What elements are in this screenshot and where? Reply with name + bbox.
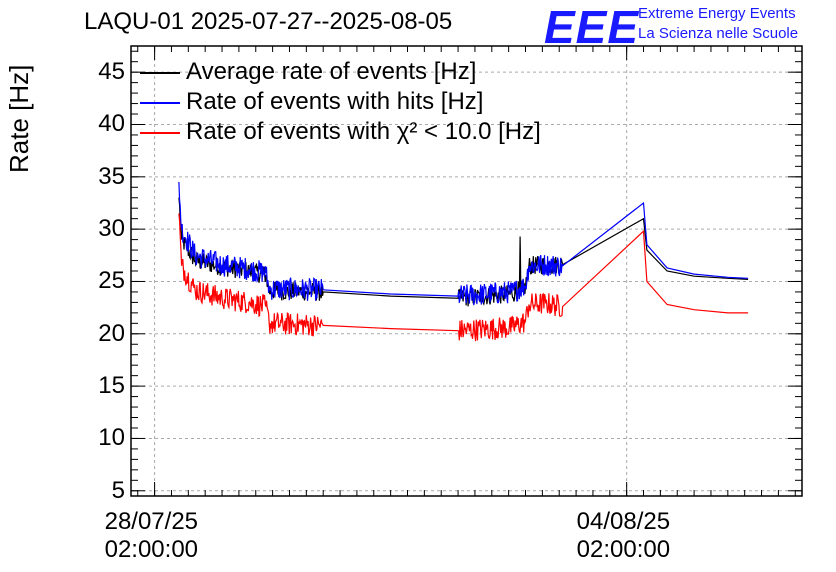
legend-label-chi2: Rate of events with χ² < 10.0 [Hz] bbox=[186, 118, 541, 145]
logo-line-1: Extreme Energy Events bbox=[638, 5, 796, 22]
chart-title: LAQU-01 2025-07-27--2025-08-05 bbox=[84, 8, 453, 35]
legend-label-hits: Rate of events with hits [Hz] bbox=[186, 88, 484, 115]
y-tick-label: 40 bbox=[98, 110, 125, 138]
legend-swatch-chi2 bbox=[140, 132, 180, 134]
logo-line-2: La Scienza nelle Scuole bbox=[638, 25, 799, 42]
y-tick-label: 35 bbox=[98, 162, 125, 190]
x-tick-label-date: 04/08/25 bbox=[576, 508, 671, 535]
y-tick-label: 5 bbox=[111, 476, 125, 504]
x-tick-label-time: 02:00:00 bbox=[576, 536, 671, 563]
y-tick-label: 20 bbox=[98, 319, 125, 347]
legend-swatch-average bbox=[140, 72, 180, 74]
x-tick-label-date: 28/07/25 bbox=[104, 508, 199, 535]
y-tick-label: 10 bbox=[98, 424, 125, 452]
y-tick-label: 25 bbox=[98, 267, 125, 295]
y-tick-label: 15 bbox=[98, 372, 125, 400]
eee-logo-mark: EEE bbox=[544, 1, 640, 53]
series-line-1 bbox=[178, 181, 749, 305]
y-tick-label: 45 bbox=[98, 58, 125, 86]
x-tick-label-time: 02:00:00 bbox=[104, 536, 199, 563]
y-tick-label: 30 bbox=[98, 215, 125, 243]
x-tick-label: 04/08/25 02:00:00 bbox=[577, 508, 670, 564]
legend-swatch-hits bbox=[140, 102, 180, 104]
series-line-2 bbox=[178, 213, 749, 342]
eee-logo-text: Extreme Energy Events La Scienza nelle S… bbox=[638, 4, 798, 44]
legend-label-average: Average rate of events [Hz] bbox=[186, 58, 477, 85]
x-tick-label: 28/07/25 02:00:00 bbox=[105, 508, 198, 564]
